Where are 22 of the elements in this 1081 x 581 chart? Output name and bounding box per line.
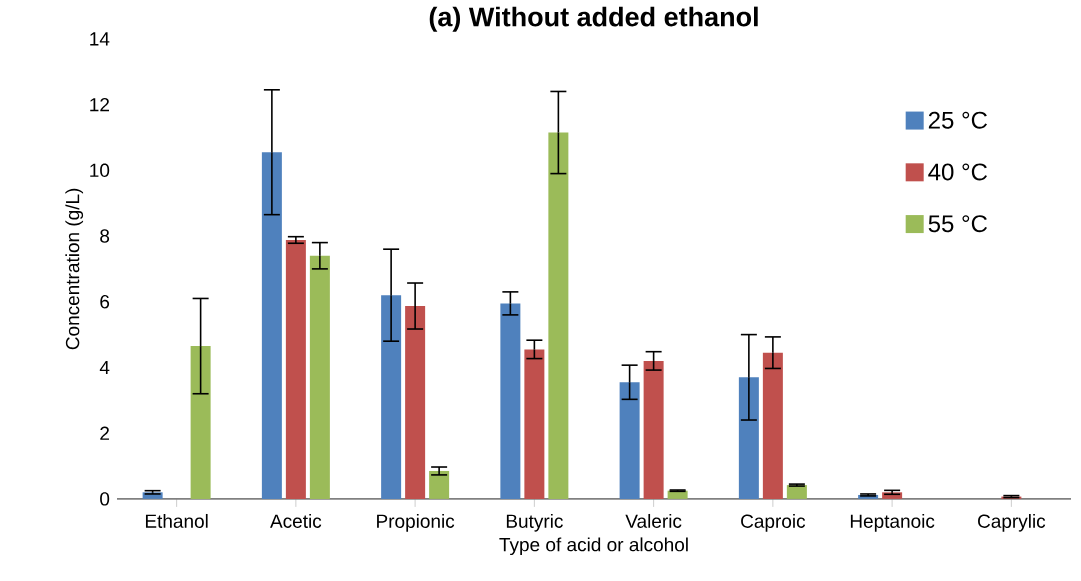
x-tick-label: Butyric xyxy=(506,514,563,532)
y-tick-label: 10 xyxy=(90,163,110,178)
x-axis-title: Type of acid or alcohol xyxy=(499,537,688,556)
y-tick-label: 6 xyxy=(100,295,110,309)
y-tick-label: 8 xyxy=(100,229,110,243)
chart-title: (a) Without added ethanol xyxy=(429,6,758,32)
x-tick-label: Caprylic xyxy=(978,514,1046,532)
y-tick-label: 4 xyxy=(99,360,110,375)
legend-label: 25 °C xyxy=(928,111,988,129)
x-tick-label: Caproic xyxy=(741,514,806,532)
y-tick-label: 12 xyxy=(90,98,109,112)
x-tick-label: Ethanol xyxy=(145,514,208,528)
x-tick-label: Valeric xyxy=(625,514,682,528)
y-tick-label: 2 xyxy=(100,426,109,440)
legend-label: 55 °C xyxy=(928,215,988,233)
x-tick-label: Heptanoic xyxy=(850,514,935,532)
x-tick-label: Propionic xyxy=(377,514,455,532)
y-tick-label: 14 xyxy=(90,32,110,46)
x-tick-label: Acetic xyxy=(270,514,322,528)
y-axis-title: Concentration (g/L) xyxy=(65,188,84,350)
legend-label: 40 °C xyxy=(928,163,988,181)
y-tick-label: 0 xyxy=(100,492,110,506)
